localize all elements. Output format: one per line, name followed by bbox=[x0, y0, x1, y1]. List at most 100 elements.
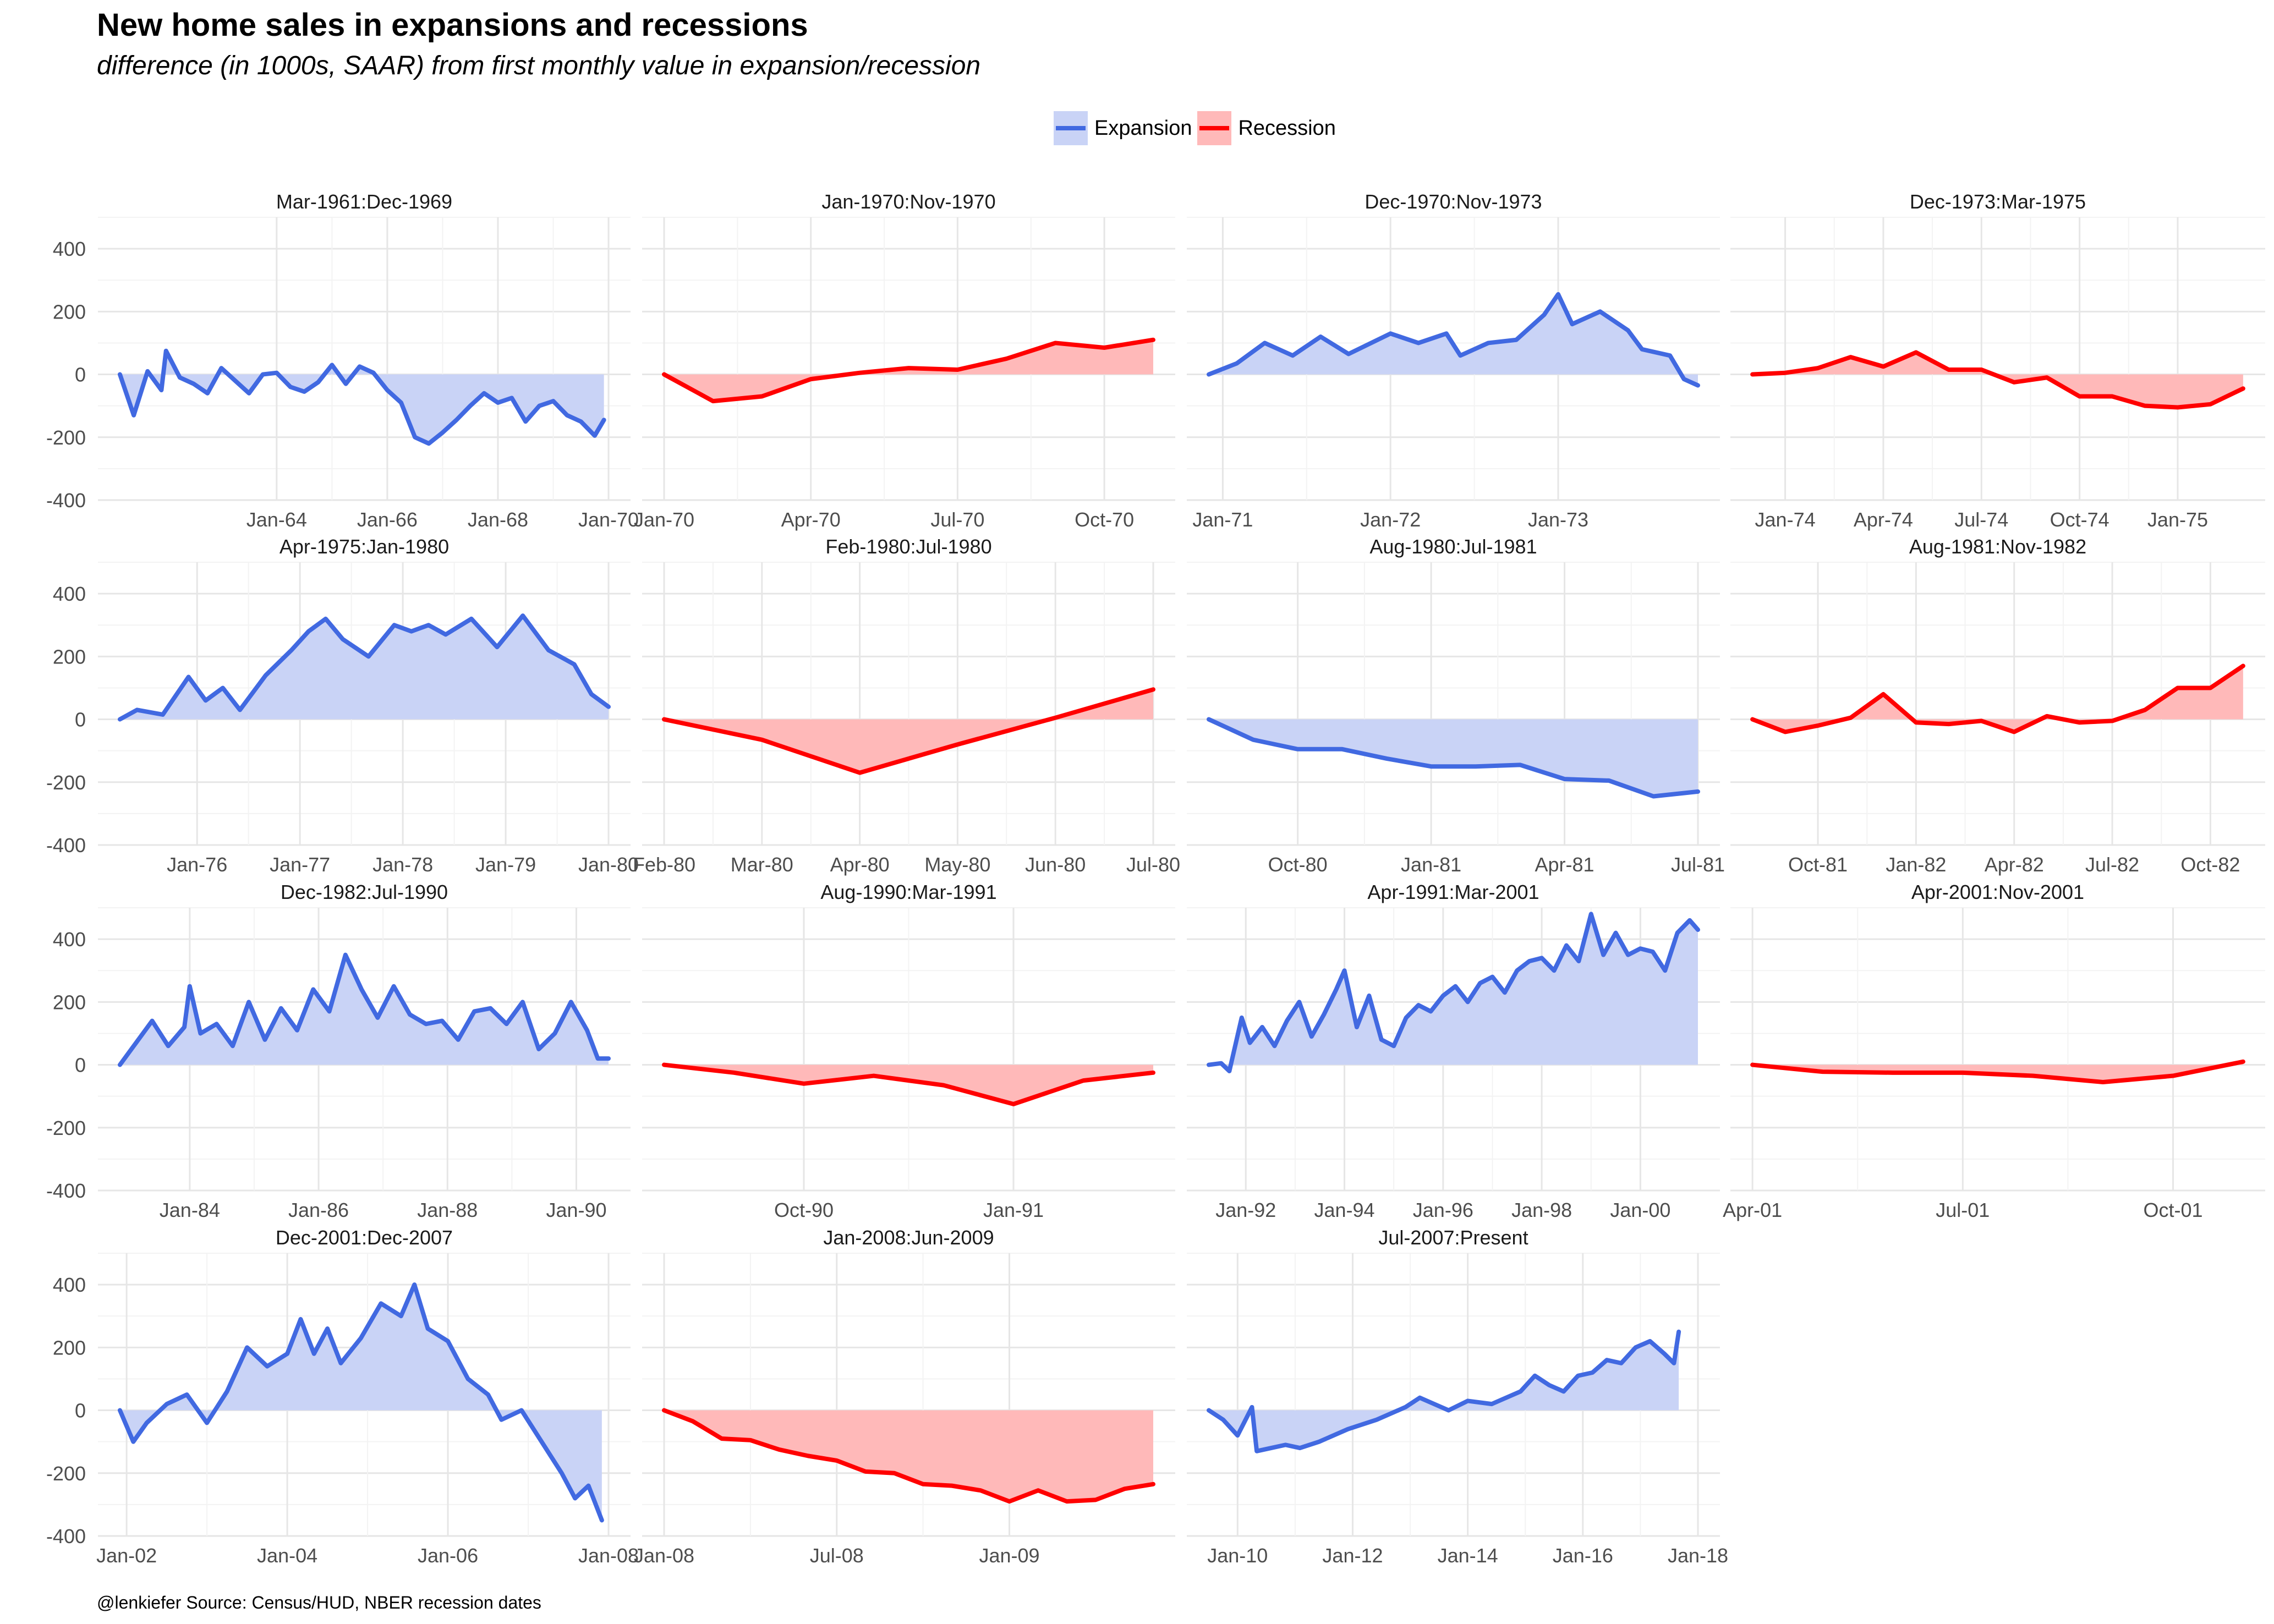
x-tick-label: Jul-74 bbox=[1954, 508, 2008, 531]
legend-item-recession: Recession bbox=[1197, 111, 1336, 145]
x-tick-label: Jan-96 bbox=[1413, 1199, 1473, 1221]
x-tick-label: Jan-94 bbox=[1314, 1199, 1374, 1221]
x-tick-label: Jan-86 bbox=[288, 1199, 349, 1221]
chart-subtitle: difference (in 1000s, SAAR) from first m… bbox=[97, 51, 981, 80]
y-tick-label: -400 bbox=[46, 1179, 86, 1202]
x-tick-label: Jun-80 bbox=[1025, 853, 1086, 876]
series-line bbox=[662, 687, 1155, 775]
y-tick-label: -200 bbox=[46, 771, 86, 794]
x-tick-label: Jul-01 bbox=[1936, 1199, 1990, 1221]
series-line bbox=[1207, 1329, 1681, 1453]
y-tick-label: 400 bbox=[53, 1274, 86, 1296]
legend: Expansion Recession bbox=[1054, 111, 1341, 145]
x-tick-label: Oct-81 bbox=[1788, 853, 1848, 876]
legend-key-expansion bbox=[1054, 111, 1088, 145]
series-area bbox=[664, 1065, 1153, 1104]
panel-1: Mar-1961:Dec-1969 Jan-64 Jan-66 Jan-68 Jan-7… bbox=[46, 190, 639, 531]
x-tick-label: May-80 bbox=[924, 853, 990, 876]
x-tick-label: Apr-74 bbox=[1854, 508, 1913, 531]
x-tick-label: Jan-79 bbox=[475, 853, 536, 876]
panel-11: Apr-1991:Mar-2001 Jan-92 Jan-94 Jan-96 Jan-9… bbox=[1187, 881, 1720, 1221]
series-area bbox=[119, 954, 609, 1065]
x-tick-label: Jan-73 bbox=[1528, 508, 1588, 531]
x-tick-label: Jan-00 bbox=[1610, 1199, 1670, 1221]
x-tick-label: Oct-80 bbox=[1268, 853, 1328, 876]
x-tick-label: Jan-75 bbox=[2147, 508, 2208, 531]
panel-title: Aug-1980:Jul-1981 bbox=[1369, 535, 1537, 558]
x-tick-label: Oct-82 bbox=[2180, 853, 2240, 876]
series-area bbox=[1209, 914, 1698, 1071]
panel-title: Apr-1975:Jan-1980 bbox=[280, 535, 449, 558]
x-tick-label: Jul-08 bbox=[810, 1544, 864, 1567]
y-tick-label: 0 bbox=[75, 1054, 86, 1077]
x-tick-label: Jan-70 bbox=[634, 508, 694, 531]
x-tick-label: Jan-81 bbox=[1401, 853, 1461, 876]
legend-label-expansion: Expansion bbox=[1094, 116, 1192, 140]
series-area bbox=[119, 350, 604, 444]
panel-9: Dec-1982:Jul-1990 Jan-84 Jan-86 Jan-88 Jan-9… bbox=[46, 881, 631, 1221]
x-tick-label: Jan-70 bbox=[578, 508, 639, 531]
x-tick-label: Jul-82 bbox=[2085, 853, 2139, 876]
x-tick-label: Jan-78 bbox=[372, 853, 433, 876]
y-tick-label: 400 bbox=[53, 583, 86, 605]
x-tick-label: Oct-70 bbox=[1075, 508, 1134, 531]
x-tick-label: Jan-12 bbox=[1322, 1544, 1383, 1567]
series-line bbox=[1750, 350, 2245, 410]
x-tick-label: Jan-84 bbox=[160, 1199, 220, 1221]
x-tick-label: Oct-90 bbox=[774, 1199, 834, 1221]
y-tick-label: 400 bbox=[53, 238, 86, 260]
panel-15: Jul-2007:Present Jan-10 Jan-12 Jan-14 Jan-16… bbox=[1187, 1226, 1728, 1567]
x-tick-label: Apr-70 bbox=[781, 508, 841, 531]
x-tick-label: Jan-76 bbox=[167, 853, 227, 876]
y-tick-label: -400 bbox=[46, 834, 86, 857]
y-tick-label: 200 bbox=[53, 1336, 86, 1359]
panel-title: Aug-1990:Mar-1991 bbox=[820, 881, 996, 903]
x-tick-label: Jan-09 bbox=[979, 1544, 1039, 1567]
x-tick-label: Jan-08 bbox=[578, 1544, 639, 1567]
series-line bbox=[662, 1062, 1155, 1106]
legend-key-recession bbox=[1197, 111, 1232, 145]
x-tick-label: Jan-88 bbox=[417, 1199, 478, 1221]
x-tick-label: Jan-66 bbox=[357, 508, 418, 531]
panel-14: Jan-2008:Jun-2009 Jan-08 Jul-08 Jan-09 bbox=[634, 1226, 1175, 1567]
series-line bbox=[1750, 663, 2245, 734]
x-tick-label: Jul-80 bbox=[1126, 853, 1180, 876]
x-tick-label: Feb-80 bbox=[633, 853, 695, 876]
x-tick-label: Jan-72 bbox=[1360, 508, 1421, 531]
x-tick-label: Jan-71 bbox=[1192, 508, 1253, 531]
x-tick-label: Jan-16 bbox=[1553, 1544, 1613, 1567]
series-area bbox=[664, 1410, 1153, 1502]
y-tick-label: 200 bbox=[53, 991, 86, 1013]
x-tick-label: Jan-91 bbox=[983, 1199, 1044, 1221]
panel-3: Dec-1970:Nov-1973 Jan-71 Jan-72 Jan-73 bbox=[1187, 190, 1720, 531]
x-tick-label: Jan-14 bbox=[1438, 1544, 1498, 1567]
x-tick-label: Jan-92 bbox=[1215, 1199, 1276, 1221]
x-tick-label: Jan-80 bbox=[578, 853, 639, 876]
series-area bbox=[119, 1285, 602, 1521]
x-tick-label: Jul-81 bbox=[1671, 853, 1725, 876]
panel-8: Aug-1981:Nov-1982 Oct-81 Jan-82 Apr-82 Jul-8… bbox=[1730, 535, 2265, 876]
series-area bbox=[119, 616, 609, 720]
x-tick-label: Jan-10 bbox=[1207, 1544, 1268, 1567]
panel-title: Feb-1980:Jul-1980 bbox=[825, 535, 991, 558]
legend-item-expansion: Expansion bbox=[1054, 111, 1192, 145]
panel-title: Dec-1973:Mar-1975 bbox=[1910, 190, 2086, 213]
series-line bbox=[1750, 1059, 2245, 1084]
y-tick-label: 0 bbox=[75, 364, 86, 386]
y-tick-label: -200 bbox=[46, 426, 86, 449]
y-tick-label: -200 bbox=[46, 1117, 86, 1139]
series-area bbox=[1752, 1061, 2243, 1082]
x-tick-label: Mar-80 bbox=[731, 853, 793, 876]
x-tick-label: Jan-18 bbox=[1668, 1544, 1728, 1567]
panel-title: Mar-1961:Dec-1969 bbox=[276, 190, 452, 213]
series-area bbox=[1752, 666, 2243, 732]
series-area bbox=[1209, 1331, 1679, 1451]
x-tick-label: Jan-06 bbox=[418, 1544, 478, 1567]
panel-title: Jan-2008:Jun-2009 bbox=[823, 1226, 994, 1249]
x-tick-label: Jul-70 bbox=[930, 508, 984, 531]
panel-title: Dec-2001:Dec-2007 bbox=[276, 1226, 453, 1249]
y-tick-label: 400 bbox=[53, 928, 86, 951]
panel-5: Apr-1975:Jan-1980 Jan-76 Jan-77 Jan-78 Jan-7… bbox=[46, 535, 639, 876]
y-tick-label: 0 bbox=[75, 1400, 86, 1422]
series-line bbox=[1207, 717, 1700, 799]
